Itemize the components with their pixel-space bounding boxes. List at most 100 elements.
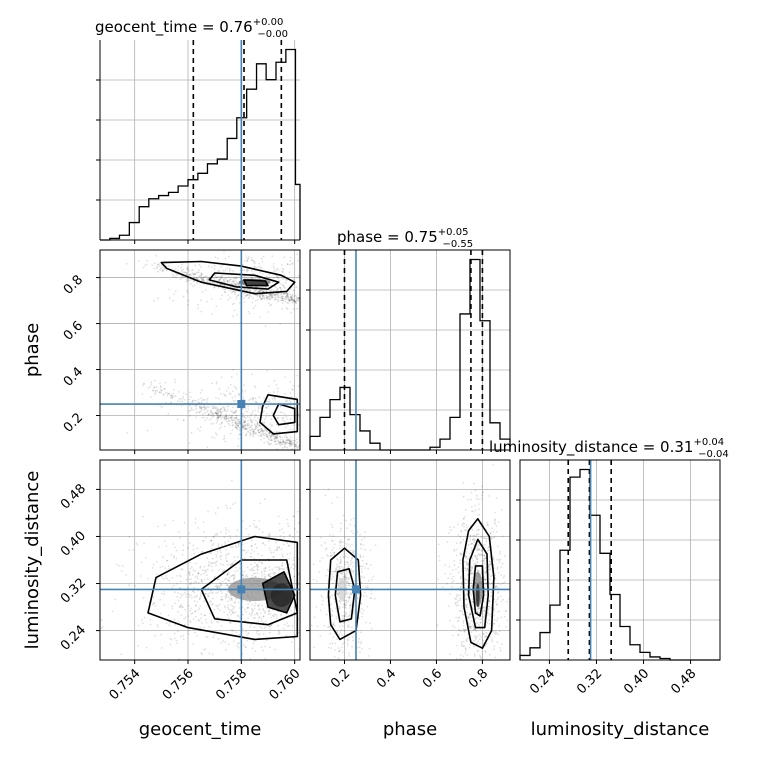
sample-point	[243, 428, 246, 431]
sample-point	[222, 269, 225, 272]
sample-point	[476, 549, 478, 552]
sample-point	[141, 622, 144, 625]
sample-point	[339, 602, 342, 605]
sample-point	[246, 260, 249, 262]
sample-point	[250, 563, 253, 566]
sample-point	[222, 281, 225, 283]
sample-point	[192, 544, 195, 547]
sample-point	[262, 609, 265, 611]
sample-point	[249, 312, 251, 315]
sample-point	[490, 575, 492, 578]
sample-point	[207, 561, 210, 563]
sample-point	[152, 596, 155, 599]
sample-point	[177, 621, 180, 623]
sample-point	[229, 417, 232, 420]
sample-point	[258, 405, 261, 407]
sample-point	[140, 561, 143, 564]
sample-point	[235, 424, 238, 427]
sample-point	[258, 290, 260, 293]
sample-point	[332, 540, 334, 542]
sample-point	[264, 620, 267, 623]
sample-point	[477, 607, 480, 609]
sample-point	[280, 548, 283, 551]
sample-point	[213, 608, 216, 611]
sample-point	[157, 270, 159, 273]
sample-point	[356, 646, 359, 649]
sample-point	[243, 297, 246, 300]
sample-point	[470, 572, 473, 575]
sample-point	[221, 275, 223, 278]
sample-point	[220, 417, 223, 420]
sample-point	[352, 570, 355, 572]
sample-point	[333, 570, 336, 573]
sample-point	[260, 267, 263, 270]
sample-point	[463, 522, 466, 525]
sample-point	[262, 432, 265, 435]
sample-point	[476, 611, 479, 613]
sample-point	[265, 286, 268, 288]
sample-point	[273, 438, 275, 440]
sample-point	[278, 443, 281, 446]
sample-point	[269, 575, 272, 578]
sample-point	[143, 542, 146, 545]
sample-point	[280, 528, 283, 530]
sample-point	[338, 566, 341, 569]
sample-point	[297, 424, 300, 426]
sample-point	[284, 295, 287, 298]
sample-point	[282, 441, 285, 443]
sample-point	[237, 422, 240, 425]
sample-point	[462, 621, 465, 624]
sample-point	[210, 565, 213, 568]
sample-point	[466, 526, 468, 529]
sample-point	[214, 412, 217, 415]
sample-point	[246, 423, 249, 425]
title-geocent-time: geocent_time = 0.76+0.00 −0.00	[95, 17, 288, 40]
sample-point	[260, 429, 263, 432]
sample-point	[361, 648, 363, 650]
sample-point	[161, 266, 164, 269]
sample-point	[293, 299, 296, 302]
sample-point	[282, 440, 284, 442]
sample-point	[230, 613, 233, 616]
sample-point	[288, 544, 290, 547]
sample-point	[200, 617, 203, 620]
sample-point	[345, 546, 347, 548]
sample-point	[178, 398, 181, 400]
sample-point	[496, 617, 499, 620]
sample-point	[260, 433, 262, 436]
sample-point	[464, 603, 467, 606]
sample-point	[230, 283, 233, 286]
sample-point	[257, 553, 260, 555]
sample-point	[464, 647, 467, 650]
sample-point	[267, 574, 270, 576]
sample-point	[285, 399, 288, 401]
sample-point	[455, 604, 458, 607]
sample-point	[363, 576, 365, 579]
sample-point	[220, 551, 223, 554]
sample-point	[163, 388, 166, 390]
sample-point	[359, 651, 361, 654]
sample-point	[216, 586, 219, 589]
sample-point	[213, 437, 216, 439]
sample-point	[468, 614, 470, 616]
sample-point	[482, 559, 484, 562]
sample-point	[295, 445, 298, 447]
sample-point	[232, 412, 235, 414]
sample-point	[348, 565, 350, 567]
sample-point	[237, 419, 240, 422]
sample-point	[230, 278, 233, 280]
sample-point	[201, 413, 204, 416]
sample-point	[318, 571, 320, 574]
sample-point	[249, 397, 252, 400]
sample-point	[137, 260, 140, 262]
sample-point	[158, 546, 160, 548]
sample-point	[235, 410, 238, 413]
sample-point	[353, 550, 355, 553]
sample-point	[252, 272, 254, 275]
sample-point	[291, 298, 293, 300]
sample-point	[292, 299, 295, 302]
sample-point	[279, 441, 282, 444]
sample-point	[476, 533, 479, 535]
sample-point	[495, 497, 498, 499]
sample-point	[276, 435, 279, 438]
